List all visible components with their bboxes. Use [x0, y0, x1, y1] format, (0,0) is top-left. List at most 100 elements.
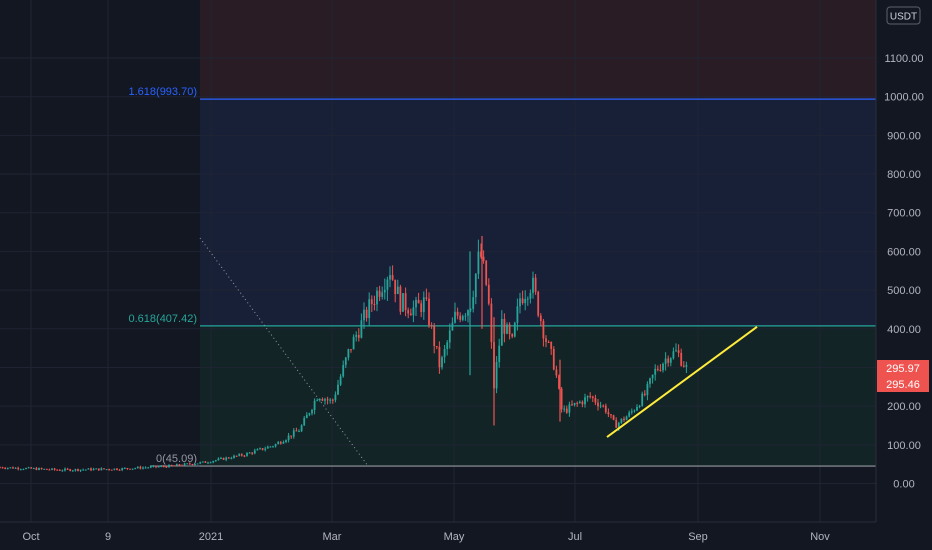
candle-body — [472, 297, 475, 309]
currency-badge[interactable] — [886, 6, 921, 25]
candle-body — [6, 467, 9, 469]
candle-body — [610, 414, 612, 416]
current-price-label: 295.46 — [886, 379, 920, 391]
candle-body — [196, 463, 199, 465]
candle-body — [82, 469, 85, 471]
candle-body — [173, 465, 176, 467]
candle-body — [376, 290, 378, 305]
candle-body — [32, 468, 35, 470]
candle-body — [134, 468, 137, 470]
candle-body — [290, 435, 293, 437]
candle-body — [513, 322, 516, 337]
candle-body — [383, 289, 386, 293]
candle-body — [628, 412, 631, 417]
candle-body — [490, 303, 493, 343]
candle-body — [620, 418, 623, 423]
candle-body — [259, 448, 261, 450]
candle-body — [656, 368, 659, 370]
candle-body — [209, 462, 212, 464]
candle-body — [415, 299, 417, 308]
candle-body — [194, 463, 196, 465]
trendline[interactable] — [606, 326, 758, 438]
candle-body — [633, 410, 636, 412]
candle-body — [19, 469, 22, 471]
candle-body — [506, 324, 508, 334]
candle-body — [542, 320, 545, 339]
candle-body — [181, 465, 183, 467]
candle-body — [246, 453, 248, 456]
candle-body — [66, 468, 69, 470]
candle-body — [409, 313, 412, 316]
candle-body — [110, 469, 113, 471]
candle-body — [360, 320, 363, 338]
current-price-label: 295.97 — [886, 363, 920, 375]
candle-body — [201, 461, 204, 463]
candle-body — [123, 468, 126, 470]
time-tick-label: Sep — [688, 531, 708, 543]
candle-body — [425, 297, 428, 299]
candle-body — [212, 461, 215, 463]
candle-body — [45, 468, 48, 470]
candle-body — [560, 388, 563, 410]
candle-body — [545, 338, 547, 342]
candle-body — [25, 468, 27, 470]
candle-body — [664, 358, 667, 364]
candle-body — [308, 413, 311, 415]
candle-body — [170, 464, 173, 466]
candle-body — [461, 316, 464, 320]
price-tick-label: 700.00 — [887, 208, 921, 220]
candle-body — [503, 318, 506, 334]
candle-body — [417, 299, 420, 304]
candle-body — [105, 469, 108, 471]
candle-body — [264, 448, 267, 450]
candle-body — [474, 273, 477, 298]
candle-body — [412, 307, 415, 316]
candle-body — [287, 435, 290, 441]
candle-body — [532, 277, 534, 293]
candle-body — [256, 449, 259, 451]
fib-level-label: 0.618(407.42) — [129, 313, 198, 325]
candle-body — [243, 455, 246, 457]
candle-body — [680, 352, 683, 366]
candle-body — [220, 457, 222, 459]
candle-body — [552, 348, 555, 370]
axis-corner — [876, 522, 932, 550]
candle-body — [659, 369, 662, 371]
candle-body — [35, 468, 38, 470]
candle-body — [638, 405, 641, 407]
candle-body — [334, 394, 337, 401]
candle-body — [500, 318, 503, 346]
candle-body — [529, 292, 532, 299]
candle-body — [329, 399, 332, 401]
candle-body — [407, 310, 410, 314]
candle-body — [352, 336, 355, 350]
candle-body — [342, 364, 345, 377]
candle-body — [355, 334, 358, 337]
candle-body — [625, 416, 628, 421]
candle-body — [370, 299, 373, 305]
candle-body — [667, 358, 670, 363]
candle-body — [222, 457, 225, 460]
candle-body — [435, 346, 438, 348]
candle-body — [233, 455, 235, 459]
fib-zone-lower — [200, 325, 876, 467]
candle-body — [599, 405, 602, 407]
candle-body — [422, 297, 425, 313]
candle-body — [108, 469, 111, 471]
candle-body — [594, 398, 597, 403]
candle-body — [672, 351, 675, 359]
candle-body — [389, 275, 391, 280]
candle-body — [4, 468, 7, 470]
candle-body — [160, 465, 163, 467]
candle-body — [303, 418, 306, 426]
candle-body — [77, 469, 79, 471]
candle-body — [149, 466, 152, 468]
candle-body — [298, 431, 300, 433]
candle-body — [53, 468, 56, 470]
candle-body — [285, 440, 287, 443]
candle-body — [526, 298, 529, 300]
price-tick-label: 400.00 — [887, 324, 921, 336]
candle-body — [350, 349, 352, 351]
candle-body — [64, 468, 66, 471]
